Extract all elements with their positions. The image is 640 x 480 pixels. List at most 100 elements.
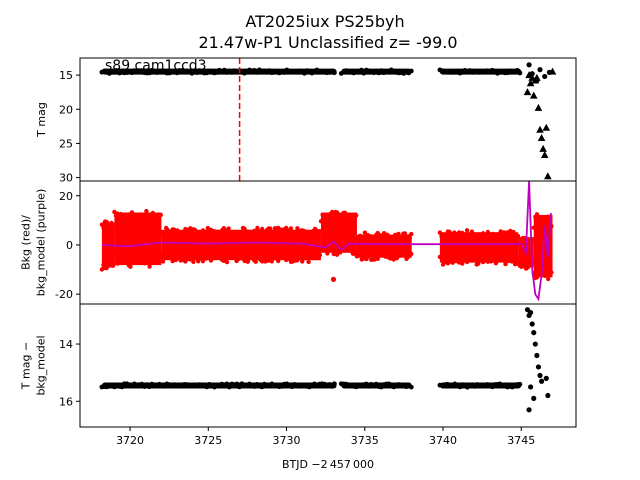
x-tick-label: 3720 [116,434,144,447]
upper-limit-marker [529,91,538,99]
bkg-point [178,258,183,263]
bkg-point [409,231,414,237]
bkg-point [155,258,160,263]
bkg-point [226,226,231,231]
bkg-point [162,233,167,238]
bkg-point [172,252,177,257]
data-point [526,62,532,68]
mag-point [408,68,414,74]
bkg-point [191,259,196,264]
bkg-point [288,226,294,231]
bkg-point [394,236,400,241]
data-point [526,407,532,413]
bkg-point [145,214,151,219]
bkg-point [385,232,390,237]
series-2-2 [101,181,552,302]
x-tick-label: 3725 [194,434,222,447]
bkg-point [409,251,414,257]
bkg-point [544,269,549,274]
bkg-point [295,258,300,263]
bkg-point [277,227,282,232]
bkg-point [511,257,516,263]
bkg-point [133,256,138,261]
bkg-point [534,212,540,217]
x-tick-label: 3740 [429,434,457,447]
chart-title: AT2025iux PS25byh [245,12,404,31]
data-point [528,384,534,390]
data-point [535,364,542,370]
bkg-point [485,259,491,264]
y-tick-label: 20 [59,103,73,116]
bkg-point [218,253,223,259]
bkg-point [375,256,380,261]
bkg-point [145,251,151,256]
bkg-point [276,258,281,264]
bkg-point [147,264,152,269]
bkg-point [139,251,144,257]
bkg-point [357,252,363,257]
chart-subtitle: 21.47w-P1 Unclassified z= -99.0 [198,33,457,52]
panels-group: 15 20 25 30 T mag s89 cam1ccd3 -20 0 20 Bkg (red)… [20,57,577,447]
bkg-point [125,255,130,260]
data-point [330,276,337,282]
bkg-point [260,259,265,264]
bkg-point [547,265,552,270]
bkg-point [180,252,185,258]
bkg-point [437,230,443,235]
y-tick-label: 25 [59,137,73,150]
bkg-point [396,231,401,237]
bkg-point [223,232,228,238]
bkg-point [223,255,228,261]
bkg-point [144,259,149,264]
annotation-label: s89 cam1ccd3 [105,58,207,74]
upper-limit-marker [526,79,535,87]
bkg-point [316,232,321,237]
y-tick-label: 15 [59,69,73,82]
upper-limit-marker [534,103,543,111]
bkg-point [213,233,218,239]
bkg-point [210,252,215,257]
bkg-point [464,228,470,233]
series-2-1 [99,208,554,282]
data-point [537,372,543,379]
y-tick-label: -20 [55,288,73,301]
mag-point [517,70,523,76]
bkg-point [463,232,468,237]
bkg-point [175,228,180,233]
bkg-point [208,258,214,263]
bkg-point [503,261,508,267]
bkg-point [232,254,238,259]
bkg-point [189,230,194,236]
bkg-point [269,259,274,264]
bkg-point [255,225,260,231]
bkg-band-5 [356,234,412,258]
x-tick-label: 3735 [351,434,379,447]
bkg-point [298,251,303,257]
bkg-point [109,220,114,226]
bkg-point [325,251,330,256]
bkg-point [282,253,287,258]
bkg-point [104,265,109,271]
upper-limit-marker [544,172,552,180]
bkg-point [287,256,292,261]
x-axis-label: BTJD −2 457 000 [282,458,374,471]
bkg-model-line [101,181,552,302]
bkg-point [142,220,147,226]
data-point [532,341,538,347]
data-point [542,73,548,80]
bkg-point [200,259,206,264]
bkg-point [458,236,463,241]
bkg-point [517,260,522,266]
x-tick-label: 3745 [507,434,535,447]
upper-limit-marker [542,123,551,131]
bkg-point [476,261,481,266]
bkg-point [501,230,507,235]
bkg-point [106,258,111,263]
upper-limit-marker [523,88,532,96]
bkg-point [129,210,135,215]
y-tick-label: 16 [59,395,73,408]
bkg-point [472,254,478,259]
bkg-point [245,259,250,264]
bkg-point [330,243,335,248]
